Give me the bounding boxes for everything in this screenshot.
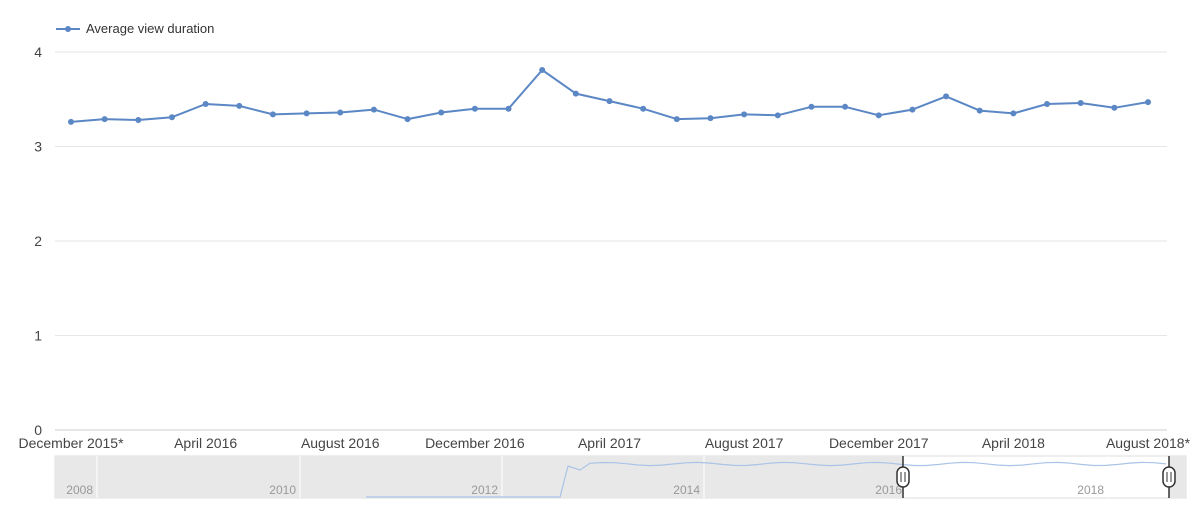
data-point — [943, 93, 950, 100]
range-navigator[interactable]: 2008 2010 2012 2014 2016 2018 — [54, 455, 1187, 499]
series-line — [70, 69, 1149, 123]
data-point — [673, 116, 680, 123]
data-point — [976, 107, 983, 114]
data-point — [606, 98, 613, 105]
data-point — [707, 115, 714, 122]
data-point — [269, 111, 276, 118]
y-tick-label: 1 — [34, 328, 42, 344]
data-point — [539, 66, 546, 73]
navigator-year-label: 2018 — [1077, 483, 1104, 497]
data-point — [370, 106, 377, 113]
data-point — [505, 105, 512, 112]
data-point — [135, 117, 142, 124]
data-point — [808, 103, 815, 110]
y-tick-label: 2 — [34, 233, 42, 249]
x-tick-label: August 2018* — [1106, 435, 1191, 451]
x-tick-label: August 2017 — [705, 435, 784, 451]
data-point — [741, 111, 748, 118]
data-point — [842, 103, 849, 110]
legend-label: Average view duration — [86, 21, 214, 36]
navigator-shade-right — [1169, 456, 1186, 498]
data-point — [1010, 110, 1017, 117]
navigator-year-label: 2014 — [673, 483, 700, 497]
handle-grip — [896, 466, 910, 488]
y-tick-label: 4 — [34, 44, 42, 60]
data-point — [572, 90, 579, 97]
data-point — [875, 112, 882, 119]
handle-grip — [1162, 466, 1176, 488]
data-point — [101, 116, 108, 123]
navigator-year-label: 2012 — [471, 483, 498, 497]
legend[interactable]: Average view duration — [56, 21, 214, 36]
series-average-view-duration — [68, 66, 1151, 125]
data-point — [1044, 100, 1051, 107]
data-point — [337, 109, 344, 116]
x-tick-label: April 2017 — [578, 435, 641, 451]
data-point — [471, 105, 478, 112]
range-handle-left[interactable] — [896, 456, 910, 498]
data-point — [303, 110, 310, 117]
data-point — [236, 102, 243, 109]
y-tick-label: 3 — [34, 139, 42, 155]
navigator-overview-line — [366, 461, 1167, 498]
data-point — [640, 105, 647, 112]
x-tick-label: December 2016 — [425, 435, 525, 451]
legend-marker — [65, 26, 71, 32]
data-point — [1111, 104, 1118, 111]
navigator-year-label: 2016 — [875, 483, 902, 497]
navigator-year-label: 2008 — [66, 483, 93, 497]
navigator-shade-left — [55, 456, 903, 498]
data-point — [202, 100, 209, 107]
range-handle-right[interactable] — [1162, 456, 1176, 498]
data-point — [1077, 100, 1084, 107]
data-point — [438, 109, 445, 116]
y-tick-label: 0 — [34, 422, 42, 438]
gridlines — [55, 51, 1167, 431]
data-point — [909, 106, 916, 113]
data-point — [68, 118, 74, 125]
data-point — [168, 114, 175, 121]
x-tick-label: April 2018 — [982, 435, 1045, 451]
data-point — [774, 112, 781, 119]
x-tick-label: December 2017 — [829, 435, 929, 451]
x-axis: December 2015* April 2016 August 2016 Decem… — [18, 435, 1190, 451]
x-tick-label: August 2016 — [301, 435, 380, 451]
data-point — [1145, 99, 1151, 106]
y-axis: 0 1 2 3 4 — [34, 44, 42, 438]
data-point — [404, 116, 411, 123]
x-tick-label: April 2016 — [174, 435, 237, 451]
x-tick-label: December 2015* — [18, 435, 124, 451]
navigator-year-label: 2010 — [269, 483, 296, 497]
